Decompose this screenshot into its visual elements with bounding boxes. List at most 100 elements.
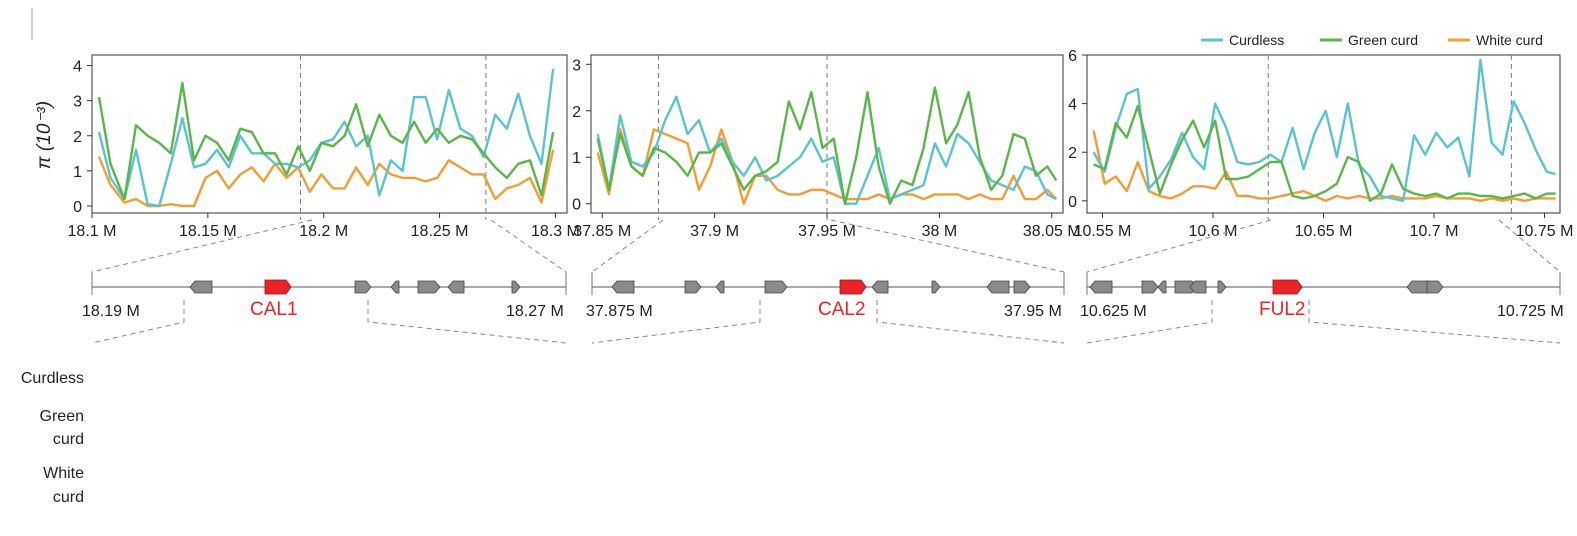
gene-model-3: 10.625 M 10.725 M FUL2: [1080, 219, 1564, 344]
x-tick-label: 18.25 M: [411, 223, 469, 240]
y-tick-label: 4: [1068, 97, 1077, 114]
zoom-line-left: [91, 219, 313, 273]
diversity-chart-2: 0 1 2 3 37.85 M 37.9 M 37.95 M 38 M 38.05 M: [572, 54, 1081, 240]
gene-feature: [1013, 280, 1031, 294]
y-tick-label: 3: [73, 94, 82, 111]
diversity-chart-1: 0 1 2 3 4 18.1 M 18.15 M 18.2 M 18.25 M 18.3 M: [68, 54, 580, 240]
gene-feature: [986, 280, 1010, 294]
gene-feature: [611, 280, 635, 294]
gene-feature: [1157, 280, 1167, 294]
legend-label-green-curd: Green curd: [1348, 32, 1418, 48]
gene-model-1: 18.19 M 18.27 M CAL1: [82, 219, 567, 344]
x-tick-label: 10.55 M: [1074, 223, 1132, 240]
gene-feature: [1426, 280, 1444, 294]
legend-item-green-curd: Green curd: [1320, 32, 1418, 48]
x-tick-label: 18.2 M: [299, 223, 348, 240]
series-line-green-curd: [1093, 104, 1556, 203]
x-tick-label: 10.65 M: [1295, 223, 1353, 240]
zoom-line-lower-right: [1308, 300, 1561, 344]
series-line-white-curd: [596, 128, 1058, 205]
zoom-end-1: 18.27 M: [506, 303, 564, 320]
gene-highlight: [839, 279, 867, 295]
gene-feature: [417, 280, 441, 294]
zoom-line-lower-left: [91, 300, 185, 344]
zoom-start-2: 37.875 M: [586, 303, 653, 320]
gene-feature: [511, 280, 521, 294]
gene-feature: [1089, 280, 1113, 294]
x-tick-label: 10.7 M: [1410, 223, 1459, 240]
gene-feature: [715, 280, 725, 294]
series-line-curdless: [1092, 58, 1556, 203]
gene-feature: [1217, 280, 1227, 294]
y-tick-label: 0: [73, 199, 82, 216]
series-line-curdless: [97, 68, 555, 208]
y-tick-label: 2: [1068, 145, 1077, 162]
zoom-end-3: 10.725 M: [1497, 303, 1564, 320]
x-tick-label: 38 M: [922, 223, 958, 240]
gene-feature: [390, 280, 400, 294]
x-tick-label: 37.95 M: [798, 223, 856, 240]
zoom-line-left: [591, 219, 664, 273]
gene-feature: [764, 280, 788, 294]
y-tick-label: 6: [1068, 48, 1077, 65]
y-tick-label: 1: [572, 150, 581, 167]
plot-frame: [91, 54, 568, 214]
x-tick-label: 10.75 M: [1516, 223, 1574, 240]
gene-feature: [1189, 280, 1207, 294]
x-tick-label: 38.05 M: [1023, 223, 1081, 240]
zoom-line-lower-right: [876, 300, 1065, 344]
gene-feature: [871, 280, 889, 294]
x-tick-label: 18.15 M: [179, 223, 237, 240]
series-line-white-curd: [97, 149, 555, 208]
zoom-line-right: [1498, 219, 1561, 273]
gene-feature: [684, 280, 702, 294]
legend-item-curdless: Curdless: [1201, 32, 1284, 48]
zoom-end-2: 37.95 M: [1004, 303, 1062, 320]
gene-feature: [447, 280, 465, 294]
zoom-line-right: [490, 219, 567, 273]
x-tick-label: 37.9 M: [690, 223, 739, 240]
gene-highlight: [264, 279, 292, 295]
gene-model-2: 37.875 M 37.95 M CAL2: [586, 219, 1065, 344]
y-tick-label: 1: [73, 164, 82, 181]
gene-label-cal1: CAL1: [250, 299, 298, 320]
gene-feature: [1406, 280, 1430, 294]
x-tick-label: 18.3 M: [531, 223, 580, 240]
legend-label-curdless: Curdless: [1229, 32, 1284, 48]
gene-feature: [354, 280, 372, 294]
y-tick-label: 0: [1068, 194, 1077, 211]
track-labels: Curdless Green curd White curd: [21, 370, 84, 506]
gene-label-cal2: CAL2: [818, 299, 866, 320]
legend-item-white-curd: White curd: [1448, 32, 1543, 48]
y-tick-label: 3: [572, 57, 581, 74]
y-tick-label: 2: [572, 104, 581, 121]
y-axis-label: π (10⁻³): [34, 101, 55, 169]
zoom-start-1: 18.19 M: [82, 303, 140, 320]
series-line-green-curd: [97, 81, 555, 201]
track-label-curdless: Curdless: [21, 370, 84, 387]
legend-label-white-curd: White curd: [1476, 32, 1543, 48]
track-label-green-1: Green: [40, 408, 84, 425]
x-tick-label: 10.6 M: [1189, 223, 1238, 240]
gene-feature: [931, 280, 941, 294]
track-label-green-2: curd: [53, 431, 84, 448]
gene-label-ful2: FUL2: [1259, 299, 1305, 320]
track-label-white-2: curd: [53, 489, 84, 506]
zoom-line-lower-left: [1086, 300, 1213, 344]
gene-highlight: [1272, 279, 1303, 295]
zoom-line-lower-right: [367, 300, 567, 344]
x-tick-label: 37.85 M: [573, 223, 631, 240]
zoom-line-right: [830, 219, 1065, 273]
gene-feature: [1141, 280, 1159, 294]
series-line-white-curd: [1092, 130, 1556, 203]
zoom-line-lower-left: [591, 300, 761, 344]
track-label-white-1: White: [43, 465, 84, 482]
legend: Curdless Green curd White curd: [1201, 32, 1543, 48]
y-tick-label: 0: [572, 197, 581, 214]
gene-feature: [189, 280, 213, 294]
x-tick-label: 18.1 M: [68, 223, 117, 240]
y-tick-label: 4: [73, 59, 82, 76]
diversity-chart-3: 0 2 4 6 10.55 M 10.6 M 10.65 M 10.7 M 10.75 M: [1068, 48, 1573, 240]
y-tick-label: 2: [73, 129, 82, 146]
